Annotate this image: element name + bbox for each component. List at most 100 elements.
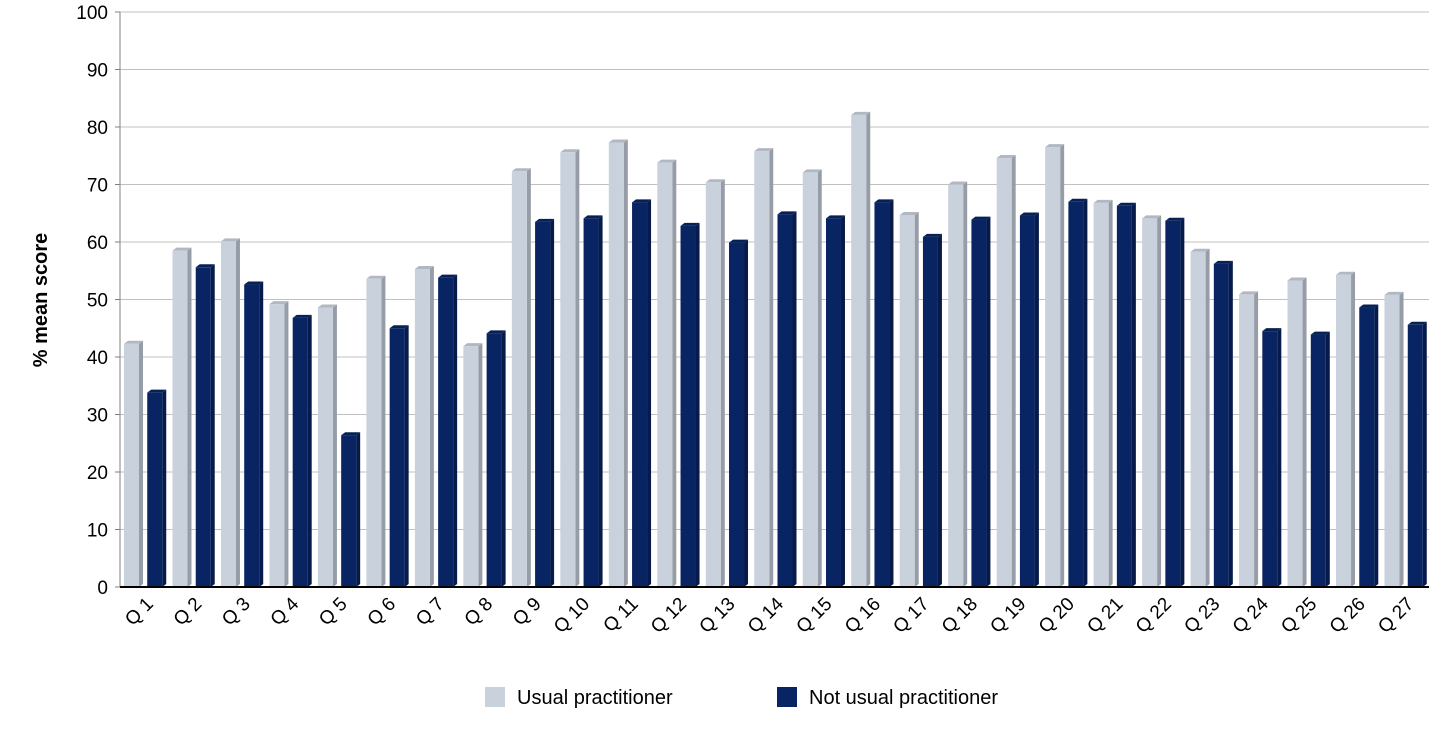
bar-top xyxy=(1310,331,1330,335)
bar-top xyxy=(535,218,555,222)
bar xyxy=(511,168,531,587)
bar xyxy=(220,238,240,588)
bar xyxy=(366,275,386,587)
bar-top xyxy=(317,304,337,308)
y-axis-label: % mean score xyxy=(30,233,52,368)
bar-side xyxy=(1351,271,1356,587)
bar-top xyxy=(172,247,192,251)
x-tick-label: Q 16 xyxy=(841,594,885,638)
bar xyxy=(996,155,1016,588)
bar xyxy=(632,199,652,587)
bar-top xyxy=(680,222,700,226)
x-tick-label: Q 6 xyxy=(364,594,401,631)
bar-front xyxy=(1359,307,1375,587)
bar-side xyxy=(139,340,143,587)
bar-front xyxy=(292,317,308,587)
y-tick-label: 70 xyxy=(87,176,108,197)
bar xyxy=(1142,215,1162,588)
bar-front xyxy=(511,171,527,587)
bar-side xyxy=(1180,217,1185,587)
x-tick-label: Q 8 xyxy=(461,594,498,631)
bar-top xyxy=(560,149,580,153)
bar xyxy=(292,314,312,587)
bar-side xyxy=(744,239,749,587)
bar-front xyxy=(414,269,430,587)
bar xyxy=(729,239,749,587)
x-tick-label: Q 3 xyxy=(218,594,255,631)
bar-side xyxy=(307,314,312,587)
bar-side xyxy=(866,111,871,588)
bar-front xyxy=(729,242,745,587)
x-tick-label: Q 14 xyxy=(744,593,788,637)
x-tick-label: Q 12 xyxy=(647,594,691,638)
bar xyxy=(1116,202,1136,587)
bar-front xyxy=(1262,331,1278,587)
bar-front xyxy=(1093,202,1109,587)
bar-front xyxy=(366,278,382,587)
x-tick-label: Q 23 xyxy=(1180,594,1224,638)
bar xyxy=(971,216,991,587)
x-tick-label: Q 9 xyxy=(509,594,546,631)
y-tick-label: 50 xyxy=(87,291,108,312)
legend: Usual practitioner Not usual practitioner xyxy=(485,687,998,709)
bar-side xyxy=(598,215,603,588)
bar-front xyxy=(147,392,163,587)
bar-side xyxy=(429,266,434,587)
bar xyxy=(1165,217,1185,587)
bar-front xyxy=(1165,220,1181,587)
bar-front xyxy=(269,304,285,587)
bar-side xyxy=(1157,215,1162,588)
bar-side xyxy=(404,325,409,587)
bar-side xyxy=(817,169,822,588)
bar-side xyxy=(1131,202,1136,587)
x-tick-label: Q 19 xyxy=(986,594,1030,638)
bar-side xyxy=(963,181,968,587)
x-tick-label: Q 21 xyxy=(1083,594,1127,638)
bar-side xyxy=(1422,321,1427,587)
bar-top xyxy=(1262,328,1282,332)
bar xyxy=(560,149,580,588)
bar-front xyxy=(1336,274,1352,587)
bar-front xyxy=(535,221,551,587)
y-tick-label: 20 xyxy=(87,463,108,484)
x-tick-label: Q 22 xyxy=(1132,594,1176,638)
bar-top xyxy=(1287,277,1307,281)
y-tick-label: 10 xyxy=(87,521,108,542)
bar-front xyxy=(1239,294,1255,587)
bar-top xyxy=(1142,215,1162,219)
y-tick-label: 60 xyxy=(87,233,108,254)
bar-top xyxy=(632,199,652,203)
bar-top xyxy=(244,281,264,285)
bar-front xyxy=(1142,218,1158,588)
bar-top xyxy=(1407,321,1427,325)
bar-side xyxy=(1108,199,1113,587)
bar-front xyxy=(680,225,696,587)
bar xyxy=(1093,199,1113,587)
bar-side xyxy=(356,432,361,587)
y-tick-label: 40 xyxy=(87,348,108,369)
bar-front xyxy=(874,202,890,587)
bar-top xyxy=(124,340,143,344)
bar-side xyxy=(1011,155,1016,588)
bar xyxy=(1068,198,1088,587)
x-tick-label: Q 11 xyxy=(600,594,643,637)
bar-top xyxy=(657,159,677,163)
bars xyxy=(124,111,1427,588)
bar-side xyxy=(526,168,531,587)
bar-top xyxy=(948,181,968,185)
bar-side xyxy=(914,211,919,587)
bar-side xyxy=(235,238,240,588)
bar-top xyxy=(463,343,483,347)
bar-top xyxy=(438,274,458,278)
bar-side xyxy=(937,233,942,587)
bar-top xyxy=(220,238,240,242)
bar-top xyxy=(1213,260,1233,264)
bar-front xyxy=(1068,201,1084,587)
bar xyxy=(172,247,192,587)
bar-side xyxy=(840,215,845,588)
bar-top xyxy=(511,168,531,172)
bar-side xyxy=(575,149,580,588)
bar-top xyxy=(754,148,774,152)
x-tick-label: Q 27 xyxy=(1374,594,1418,638)
bar xyxy=(583,215,603,588)
